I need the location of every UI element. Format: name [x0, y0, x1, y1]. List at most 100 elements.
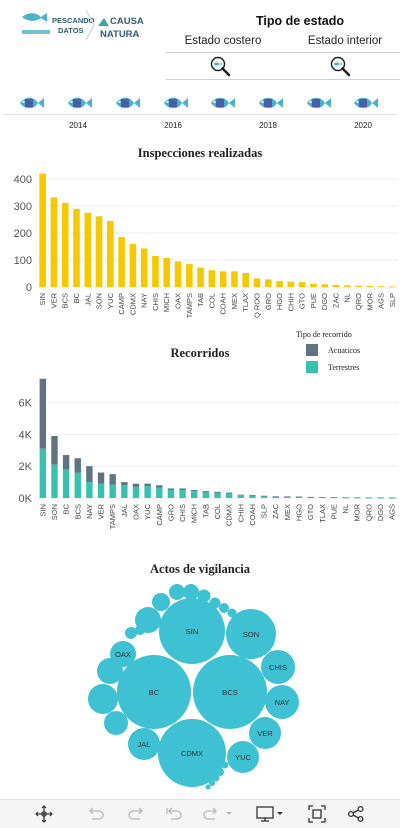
bubble-jal[interactable]: [128, 728, 160, 760]
redo-icon[interactable]: [125, 804, 147, 824]
bar-gto[interactable]: [298, 282, 306, 287]
bar-tab[interactable]: [197, 267, 204, 287]
bubble-ver[interactable]: [249, 717, 281, 749]
timeline-fish-icon[interactable]: [352, 95, 380, 111]
bar-terrestres-gto[interactable]: [307, 497, 314, 498]
bubble-son[interactable]: [226, 609, 276, 659]
bar-coah[interactable]: [219, 271, 227, 287]
bar-terrestres-oax[interactable]: [132, 486, 140, 498]
bar-acuaticos-ver[interactable]: [97, 472, 105, 484]
bubble[interactable]: [152, 593, 170, 611]
bar-mich[interactable]: [163, 257, 171, 287]
bar-acuaticos-hgo[interactable]: [295, 496, 303, 498]
bar-acuaticos-dgo[interactable]: [377, 497, 384, 499]
bar-acuaticos-pue[interactable]: [330, 497, 338, 498]
bar-col[interactable]: [208, 270, 216, 287]
bubble-yuc[interactable]: [227, 741, 259, 773]
bar-acuaticos-mex[interactable]: [284, 496, 291, 497]
pan-move-icon[interactable]: [33, 804, 55, 824]
bar-acuaticos-bcs[interactable]: [74, 458, 81, 473]
bubble-oax[interactable]: [110, 641, 136, 667]
bar-mor[interactable]: [366, 285, 374, 287]
bar-terrestres-coah[interactable]: [249, 495, 256, 498]
bar-bcs[interactable]: [61, 202, 69, 287]
bar-terrestres-slp[interactable]: [260, 496, 268, 498]
bar-slp[interactable]: [389, 286, 396, 288]
share-icon[interactable]: [345, 804, 367, 824]
bubble[interactable]: [183, 584, 199, 600]
bubble[interactable]: [135, 625, 145, 635]
timeline-fish-icon[interactable]: [18, 95, 46, 111]
bar-terrestres-nay[interactable]: [86, 482, 93, 498]
bar-gro[interactable]: [264, 279, 272, 287]
bar-tamps[interactable]: [185, 264, 193, 287]
bar-acuaticos-gro[interactable]: [167, 488, 175, 491]
bar-terrestres-tamps[interactable]: [109, 484, 116, 498]
bubble[interactable]: [88, 684, 118, 714]
bubble-cdmx[interactable]: [158, 719, 226, 787]
filter-interior-magnifier-icon[interactable]: [329, 56, 353, 78]
bar-qro[interactable]: [355, 285, 362, 287]
bar-hgo[interactable]: [276, 281, 283, 287]
bar-bc[interactable]: [73, 208, 80, 287]
bar-acuaticos-nl[interactable]: [342, 497, 349, 498]
bubble-chis[interactable]: [261, 650, 295, 684]
timeline-fish-icon[interactable]: [114, 95, 142, 111]
filter-costero-magnifier-icon[interactable]: [209, 56, 233, 78]
bar-terrestres-chih[interactable]: [237, 495, 244, 498]
bubble[interactable]: [219, 603, 229, 613]
bar-q-roo[interactable]: [253, 278, 261, 287]
forward-menu-icon[interactable]: [202, 804, 236, 824]
timeline-fish-icon[interactable]: [257, 95, 285, 111]
bar-acuaticos-tamps[interactable]: [109, 474, 116, 485]
bubble[interactable]: [169, 584, 185, 600]
bar-acuaticos-tlax[interactable]: [319, 497, 326, 498]
bar-terrestres-chis[interactable]: [179, 490, 186, 498]
bar-ags[interactable]: [377, 286, 385, 287]
bar-acuaticos-jal[interactable]: [121, 482, 128, 486]
bar-oax[interactable]: [174, 261, 182, 287]
bar-zac[interactable]: [332, 284, 340, 287]
bar-acuaticos-slp[interactable]: [260, 495, 268, 497]
undo-icon[interactable]: [85, 804, 107, 824]
bubble-bcs[interactable]: [193, 655, 267, 729]
bar-terrestres-nl[interactable]: [342, 497, 349, 499]
bar-acuaticos-zac[interactable]: [272, 496, 279, 497]
revert-icon[interactable]: [163, 804, 185, 824]
bar-cdmx[interactable]: [129, 243, 137, 287]
device-layout-icon[interactable]: [255, 804, 287, 824]
bar-dgo[interactable]: [321, 284, 328, 287]
bar-acuaticos-oax[interactable]: [132, 483, 140, 487]
bubble[interactable]: [125, 627, 137, 639]
bar-camp[interactable]: [118, 237, 125, 287]
bar-acuaticos-nay[interactable]: [86, 466, 93, 483]
bubble-nay[interactable]: [265, 685, 299, 719]
bar-acuaticos-mor[interactable]: [354, 497, 361, 498]
bar-son[interactable]: [95, 216, 103, 287]
bar-terrestres-cdmx[interactable]: [225, 493, 233, 498]
bar-acuaticos-cdmx[interactable]: [225, 492, 233, 494]
fullscreen-icon[interactable]: [306, 804, 328, 824]
bar-terrestres-yuc[interactable]: [144, 486, 151, 498]
bar-acuaticos-qro[interactable]: [365, 497, 373, 499]
bar-mex[interactable]: [231, 271, 238, 287]
bar-chih[interactable]: [287, 281, 295, 287]
bubble[interactable]: [205, 784, 211, 790]
bar-terrestres-sin[interactable]: [39, 448, 47, 498]
bar-sin[interactable]: [39, 173, 46, 287]
bar-acuaticos-yuc[interactable]: [144, 483, 151, 487]
bar-terrestres-hgo[interactable]: [295, 496, 303, 498]
timeline-fish-icon[interactable]: [66, 95, 94, 111]
bar-acuaticos-coah[interactable]: [249, 494, 256, 496]
bar-pue[interactable]: [310, 283, 317, 287]
timeline-fish-icon[interactable]: [162, 95, 190, 111]
timeline-fish-icon[interactable]: [209, 95, 237, 111]
bar-nl[interactable]: [343, 285, 351, 287]
bar-terrestres-qro[interactable]: [365, 497, 373, 499]
bar-acuaticos-tab[interactable]: [202, 491, 210, 493]
bubble-bc[interactable]: [117, 655, 191, 729]
bar-terrestres-mich[interactable]: [191, 491, 198, 498]
bar-acuaticos-camp[interactable]: [156, 485, 163, 488]
bar-terrestres-son[interactable]: [51, 464, 58, 498]
bar-terrestres-bcs[interactable]: [74, 472, 81, 498]
